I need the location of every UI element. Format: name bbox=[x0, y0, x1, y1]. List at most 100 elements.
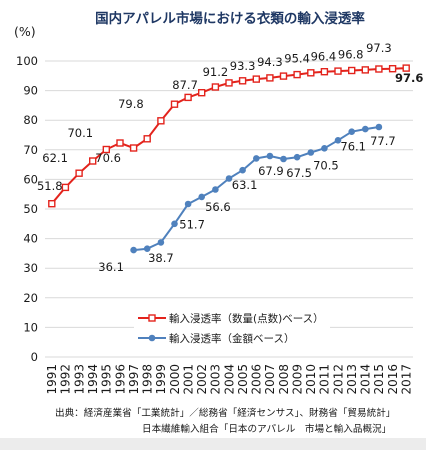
data-point-value bbox=[321, 145, 328, 152]
data-point-quantity bbox=[293, 70, 301, 79]
x-tick-label: 2011 bbox=[318, 364, 332, 395]
data-point-quantity bbox=[197, 88, 206, 97]
data-point-value bbox=[239, 166, 246, 174]
x-tick-label: 2014 bbox=[359, 364, 373, 395]
y-tick-label: 50 bbox=[23, 202, 38, 216]
data-label-quantity: 97.3 bbox=[366, 41, 392, 55]
data-label-value: 63.1 bbox=[232, 178, 258, 192]
data-label-quantity: 96.4 bbox=[311, 50, 337, 64]
chart-title: 国内アパレル市場における衣類の輸入浸透率 bbox=[95, 10, 365, 27]
data-point-quantity bbox=[402, 64, 410, 72]
data-point-quantity bbox=[307, 69, 315, 77]
y-tick-label: 40 bbox=[23, 232, 38, 246]
data-label-value: 51.7 bbox=[179, 218, 205, 232]
data-point-quantity bbox=[279, 72, 288, 80]
x-tick-label: 2003 bbox=[209, 364, 223, 395]
data-labels: 51.8 62.1 70.170.6 79.8 87.7 91.2 93.3 94.3 95.4… bbox=[37, 41, 423, 274]
data-label-quantity: 62.1 bbox=[42, 151, 68, 165]
data-label-value: 76.1 bbox=[340, 140, 366, 154]
x-tick-label: 2002 bbox=[195, 364, 209, 395]
data-label-value: 70.5 bbox=[313, 158, 339, 172]
legend-marker-quantity bbox=[148, 314, 156, 322]
legend-item-value: 輸入浸透率（金額ベース） bbox=[138, 332, 294, 345]
source-line-2: 日本繊維輸入組合「日本のアパレル 市場と輸入品概況」 bbox=[142, 423, 391, 435]
data-point-quantity bbox=[157, 117, 165, 125]
data-point-quantity bbox=[184, 93, 192, 102]
y-tick-label: 90 bbox=[23, 84, 38, 98]
data-point-quantity bbox=[334, 67, 342, 75]
data-label-quantity: 79.8 bbox=[118, 97, 144, 111]
data-point-value bbox=[334, 137, 342, 144]
data-point-quantity bbox=[348, 66, 356, 75]
data-point-value bbox=[171, 220, 178, 228]
data-point-quantity bbox=[61, 183, 70, 192]
data-point-quantity bbox=[361, 66, 369, 74]
y-tick-label: 20 bbox=[23, 291, 38, 305]
data-point-value bbox=[157, 239, 165, 246]
data-point-quantity bbox=[375, 65, 383, 73]
x-tick-label: 2007 bbox=[263, 364, 277, 395]
data-point-value bbox=[362, 125, 369, 133]
x-tick-label: 2008 bbox=[277, 364, 291, 395]
data-label-quantity: 91.2 bbox=[203, 65, 229, 79]
x-axis-tick-labels: 1991 1992 1993 1994 1995 1996 1997 1998 1999 2000… bbox=[45, 364, 413, 395]
data-point-value bbox=[307, 149, 315, 156]
data-label-value: 67.5 bbox=[286, 166, 312, 180]
x-tick-label: 2010 bbox=[304, 364, 318, 395]
data-point-quantity bbox=[211, 83, 220, 91]
x-tick-label: 1999 bbox=[154, 364, 168, 395]
x-tick-label: 1992 bbox=[59, 364, 73, 395]
data-point-quantity bbox=[102, 145, 111, 154]
data-point-quantity bbox=[75, 169, 83, 177]
data-label-quantity: 93.3 bbox=[230, 59, 256, 73]
legend-label-quantity: 輸入浸透率（数量(点数)ベース） bbox=[169, 312, 324, 325]
y-tick-label: 30 bbox=[23, 261, 38, 275]
data-point-value bbox=[375, 123, 383, 131]
x-tick-label: 1997 bbox=[127, 364, 141, 395]
data-point-quantity bbox=[48, 199, 56, 208]
data-label-value: 67.9 bbox=[258, 164, 284, 178]
data-label-value: 77.7 bbox=[370, 134, 396, 148]
data-point-quantity bbox=[88, 157, 97, 165]
bottom-strip bbox=[0, 438, 426, 450]
data-label-value: 56.6 bbox=[205, 200, 231, 214]
series-layer bbox=[48, 64, 410, 254]
data-label-quantity: 94.3 bbox=[257, 55, 283, 69]
y-tick-label: 60 bbox=[23, 172, 38, 186]
data-point-value bbox=[252, 155, 260, 162]
data-label-quantity: 51.8 bbox=[37, 179, 63, 193]
x-tick-label: 2009 bbox=[290, 364, 304, 395]
data-point-value bbox=[225, 175, 233, 182]
legend-box bbox=[134, 306, 330, 348]
source-line-1: 出典：経済産業省「工業統計」／総務省「経済センサス」、財務省「貿易統計」 bbox=[55, 407, 395, 419]
data-point-value bbox=[130, 246, 137, 254]
x-tick-label: 2015 bbox=[372, 364, 386, 395]
data-label-quantity: 97.6 bbox=[395, 71, 423, 85]
data-label-quantity: 95.4 bbox=[284, 52, 310, 66]
x-tick-label: 2004 bbox=[222, 364, 236, 395]
x-tick-label: 1995 bbox=[100, 364, 114, 395]
data-point-quantity bbox=[320, 67, 329, 76]
x-tick-label: 1998 bbox=[141, 364, 155, 395]
data-label-quantity: 70.6 bbox=[95, 151, 121, 165]
x-tick-label: 2016 bbox=[386, 364, 400, 395]
x-tick-label: 2017 bbox=[400, 364, 414, 395]
legend-item-quantity: 輸入浸透率（数量(点数)ベース） bbox=[138, 312, 324, 325]
x-tick-label: 2001 bbox=[181, 364, 195, 395]
legend-marker-value bbox=[148, 334, 156, 342]
data-point-quantity bbox=[116, 139, 124, 147]
data-point-quantity bbox=[225, 79, 233, 87]
data-label-value: 38.7 bbox=[148, 251, 174, 265]
data-point-value bbox=[293, 153, 301, 161]
data-point-value bbox=[348, 128, 356, 135]
y-tick-label: 100 bbox=[16, 54, 38, 68]
data-point-quantity bbox=[170, 100, 179, 108]
x-tick-label: 2000 bbox=[168, 364, 182, 395]
data-point-quantity bbox=[266, 74, 274, 82]
data-point-quantity bbox=[143, 135, 151, 143]
y-tick-label: 80 bbox=[23, 113, 38, 127]
x-tick-label: 2013 bbox=[345, 364, 359, 395]
y-axis-label: (%) bbox=[14, 24, 36, 39]
